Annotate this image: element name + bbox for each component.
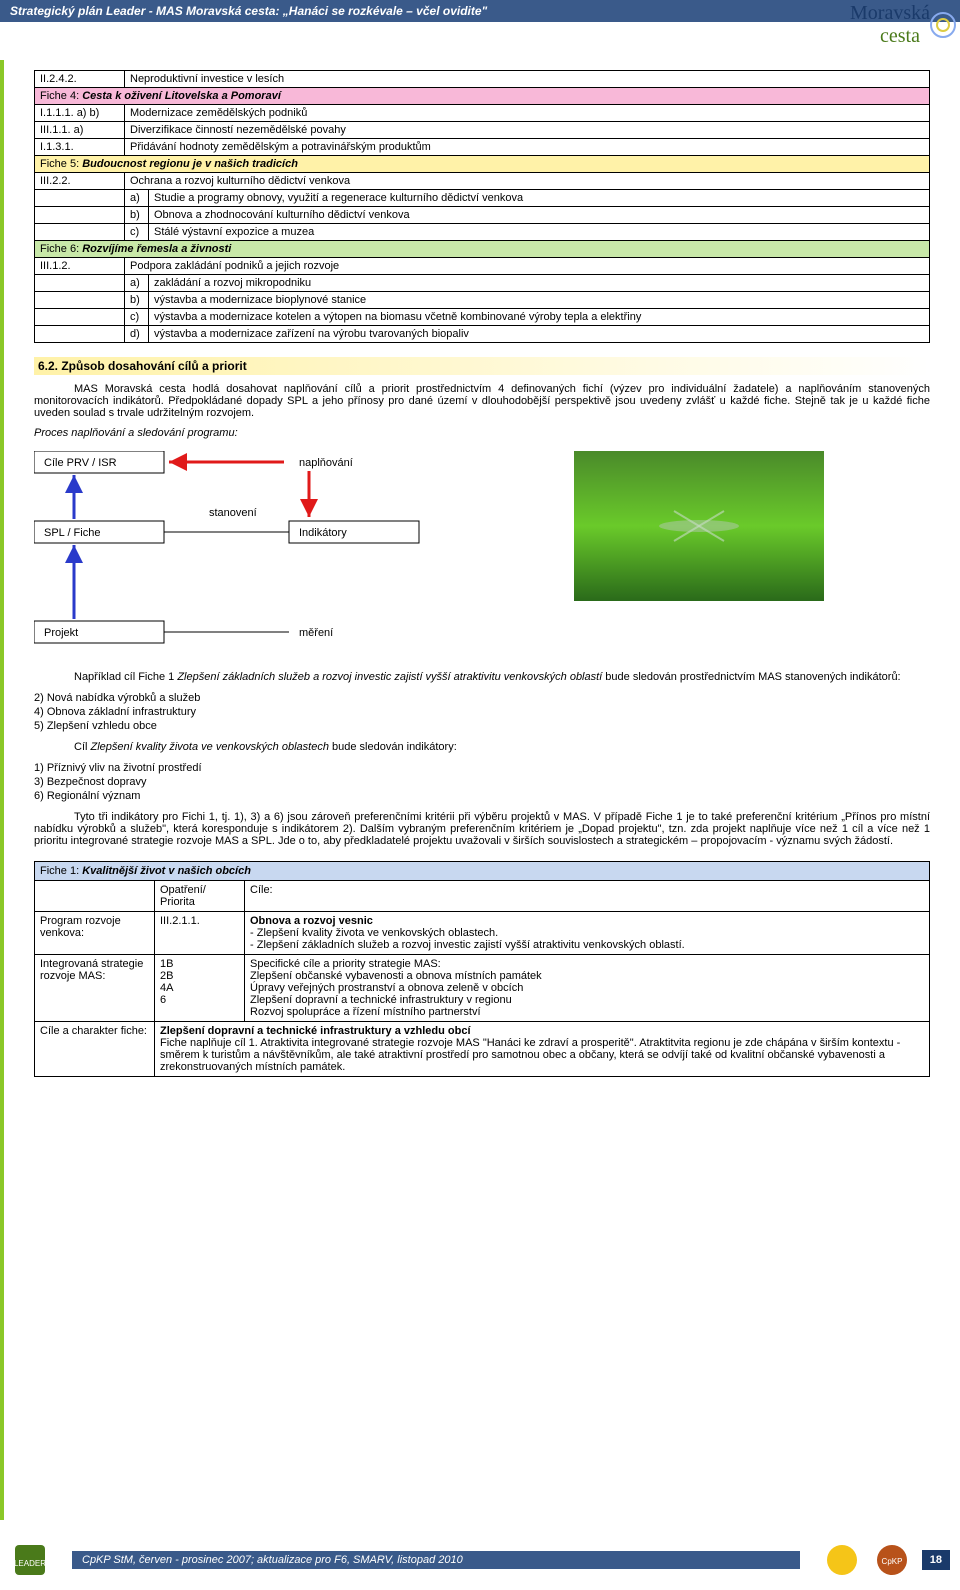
- indicator-list-1: 2) Nová nabídka výrobků a služeb4) Obnov…: [34, 691, 930, 733]
- dragonfly-photo: [574, 451, 824, 601]
- header-title: Strategický plán Leader - MAS Moravská c…: [10, 4, 487, 18]
- fiche-detail-row-b: Integrovaná strategie rozvoje MAS: 1B2B4…: [35, 955, 930, 1022]
- fiche1-detail-table: Fiche 1: Kvalitnější život v našich obcí…: [34, 861, 930, 1077]
- indicator-list-2: 1) Příznivý vliv na životní prostředí3) …: [34, 761, 930, 803]
- table-row: a)Studie a programy obnovy, využití a re…: [35, 190, 930, 207]
- flow-right-3: měření: [299, 627, 333, 639]
- flow-box-2: SPL / Fiche: [44, 527, 100, 539]
- flow-mid-label: stanovení: [209, 507, 257, 519]
- page-content: II.2.4.2.Neproduktivní investice v lesíc…: [4, 60, 960, 1520]
- table-row: I.1.1.1. a) b)Modernizace zemědělských p…: [35, 105, 930, 122]
- flow-diagram-area: Cíle PRV / ISR SPL / Fiche Projekt naplň…: [34, 451, 930, 651]
- proces-label: Proces naplňování a sledování programu:: [34, 427, 930, 439]
- flow-diagram: Cíle PRV / ISR SPL / Fiche Projekt naplň…: [34, 451, 554, 651]
- table-row: Fiche 5: Budoucnost regionu je v našich …: [35, 156, 930, 173]
- list-item: 3) Bezpečnost dopravy: [34, 775, 930, 789]
- section-paragraph-1: MAS Moravská cesta hodlá dosahovat naplň…: [34, 383, 930, 419]
- smarv-logo-icon: SMARV: [822, 1540, 862, 1580]
- table-row: I.1.3.1.Přidávání hodnoty zemědělským a …: [35, 139, 930, 156]
- cpkp-logo-icon: CpKP: [872, 1540, 912, 1580]
- flow-right-2: Indikátory: [299, 527, 347, 539]
- section-paragraph-3: Tyto tři indikátory pro Fichi 1, tj. 1),…: [34, 811, 930, 847]
- flow-box-1: Cíle PRV / ISR: [44, 457, 117, 469]
- document-header: Strategický plán Leader - MAS Moravská c…: [0, 0, 960, 22]
- list-item: 5) Zlepšení vzhledu obce: [34, 719, 930, 733]
- table-row: b)výstavba a modernizace bioplynové stan…: [35, 292, 930, 309]
- page-top: Strategický plán Leader - MAS Moravská c…: [0, 0, 960, 60]
- table-row: II.2.4.2.Neproduktivní investice v lesíc…: [35, 71, 930, 88]
- fiche-detail-row-c: Cíle a charakter fiche: Zlepšení dopravn…: [35, 1022, 930, 1077]
- list-item: 6) Regionální význam: [34, 789, 930, 803]
- fiche-detail-colhead: Opatření/ Priorita Cíle:: [35, 881, 930, 912]
- list-item: 2) Nová nabídka výrobků a služeb: [34, 691, 930, 705]
- cil2-line: Cíl Zlepšení kvality života ve venkovský…: [34, 741, 930, 753]
- table-row: III.2.2.Ochrana a rozvoj kulturního dědi…: [35, 173, 930, 190]
- footer-text: CpKP StM, červen - prosinec 2007; aktual…: [72, 1551, 800, 1569]
- table-row: Fiche 6: Rozvíjíme řemesla a živnosti: [35, 241, 930, 258]
- section-heading: 6.2. Způsob dosahování cílů a priorit: [34, 357, 930, 375]
- list-item: 1) Příznivý vliv na životní prostředí: [34, 761, 930, 775]
- logo-line2: cesta: [850, 25, 920, 47]
- list-item: 4) Obnova základní infrastruktury: [34, 705, 930, 719]
- page-number: 18: [922, 1550, 950, 1570]
- table-row: d)výstavba a modernizace zařízení na výr…: [35, 326, 930, 343]
- table-row: III.1.1. a)Diverzifikace činností nezemě…: [35, 122, 930, 139]
- logo-line1: Moravská: [850, 2, 930, 24]
- page-footer: LEADER CpKP StM, červen - prosinec 2007;…: [0, 1540, 960, 1590]
- section-paragraph-2: Například cíl Fiche 1 Zlepšení základníc…: [34, 671, 930, 683]
- fiche-detail-row-a: Program rozvoje venkova: III.2.1.1. Obno…: [35, 912, 930, 955]
- table-row: Fiche 4: Cesta k oživení Litovelska a Po…: [35, 88, 930, 105]
- table-row: a)zakládání a rozvoj mikropodniku: [35, 275, 930, 292]
- table-row: III.1.2.Podpora zakládání podniků a jeji…: [35, 258, 930, 275]
- table-row: b)Obnova a zhodnocování kulturního dědic…: [35, 207, 930, 224]
- table-row: c)výstavba a modernizace kotelen a výtop…: [35, 309, 930, 326]
- leader-logo-icon: LEADER: [10, 1540, 50, 1580]
- fiche-detail-header: Fiche 1: Kvalitnější život v našich obcí…: [35, 862, 930, 881]
- svg-text:LEADER: LEADER: [14, 1559, 46, 1568]
- svg-text:CpKP: CpKP: [881, 1557, 902, 1566]
- brand-logo: Moravská cesta: [850, 2, 930, 48]
- table-row: c)Stálé výstavní expozice a muzea: [35, 224, 930, 241]
- fiche-list-table: II.2.4.2.Neproduktivní investice v lesíc…: [34, 70, 930, 343]
- logo-swirl-icon: [928, 10, 958, 40]
- dragonfly-icon: [639, 496, 759, 556]
- flow-right-1: naplňování: [299, 457, 353, 469]
- flow-box-3: Projekt: [44, 627, 78, 639]
